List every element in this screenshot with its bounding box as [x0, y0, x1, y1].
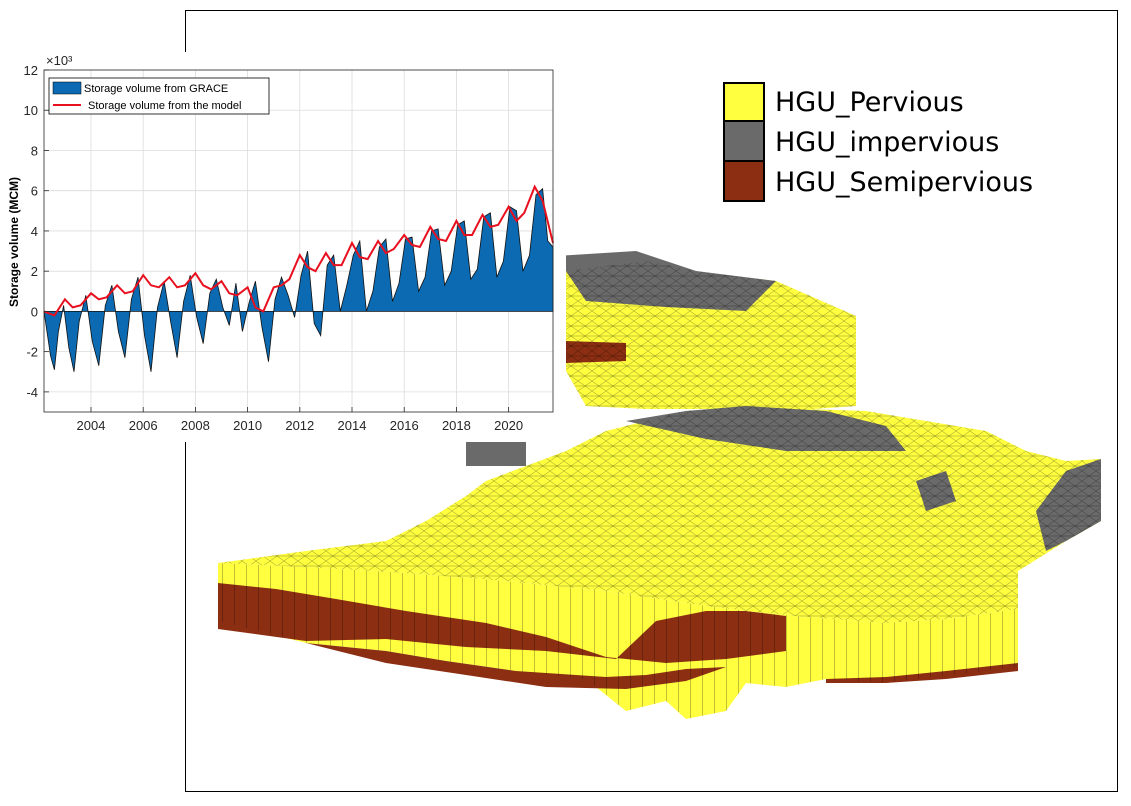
- legend-swatch-pervious: [723, 82, 765, 122]
- y-tick-label: 0: [31, 304, 38, 319]
- x-tick-label: 2018: [442, 418, 471, 433]
- y-tick-label: 2: [31, 264, 38, 279]
- y-axis-label: Storage volume (MCM): [7, 177, 21, 307]
- y-tick-label: 12: [24, 63, 38, 78]
- storage-chart-panel: Storage volume (MCM) ×10³ 2004 2006 2008 20…: [0, 52, 566, 442]
- model-top-surface: [218, 251, 1101, 623]
- y-tick-label: 10: [24, 103, 38, 118]
- legend-item-pervious: HGU_Pervious: [723, 82, 1043, 122]
- legend-item-semipervious: HGU_Semipervious: [723, 162, 1043, 202]
- x-tick-label: 2010: [233, 418, 262, 433]
- x-tick-label: 2014: [338, 418, 367, 433]
- model-line-series: [43, 184, 554, 317]
- plot-frame: [43, 69, 554, 413]
- x-tick-label: 2020: [494, 418, 523, 433]
- model-side-wall: [218, 563, 1018, 719]
- legend-label-semipervious: HGU_Semipervious: [775, 166, 1034, 198]
- legend-item-impervious: HGU_impervious: [723, 122, 1043, 162]
- storage-chart: Storage volume (MCM) ×10³ 2004 2006 2008 20…: [7, 53, 554, 433]
- model-frame: [185, 10, 1118, 792]
- hydrogeological-model-3d: [218, 251, 1101, 719]
- y-tick-label: -4: [26, 385, 38, 400]
- x-tick-label: 2004: [77, 418, 106, 433]
- x-tick-label: 2006: [129, 418, 158, 433]
- y-tick-label: -2: [26, 345, 38, 360]
- y-exponent-label: ×10³: [46, 53, 73, 68]
- plot-area: 2004 2006 2008 2010 2012 2014 2016 2018 2020-4-2…: [24, 63, 554, 433]
- hgu-legend: HGU_Pervious HGU_impervious HGU_Semiperv…: [723, 82, 1043, 202]
- legend-label-model: Storage volume from the model: [88, 100, 241, 112]
- chart-legend-frame: [48, 77, 270, 115]
- legend-swatch-grace: [52, 81, 82, 95]
- plot-background: [44, 70, 553, 412]
- x-tick-label: 2008: [181, 418, 210, 433]
- legend-swatch-impervious: [723, 122, 765, 162]
- chart-legend: Storage volume from GRACE Storage volume…: [48, 77, 270, 115]
- legend-swatch-semipervious: [723, 162, 765, 202]
- legend-label-impervious: HGU_impervious: [775, 126, 1000, 158]
- y-tick-label: 4: [31, 224, 38, 239]
- x-tick-label: 2012: [285, 418, 314, 433]
- grace-area-series: [43, 187, 554, 372]
- legend-label-pervious: HGU_Pervious: [775, 86, 964, 118]
- x-tick-label: 2016: [390, 418, 419, 433]
- y-tick-label: 6: [31, 184, 38, 199]
- legend-label-grace: Storage volume from GRACE: [84, 83, 228, 95]
- y-tick-label: 8: [31, 143, 38, 158]
